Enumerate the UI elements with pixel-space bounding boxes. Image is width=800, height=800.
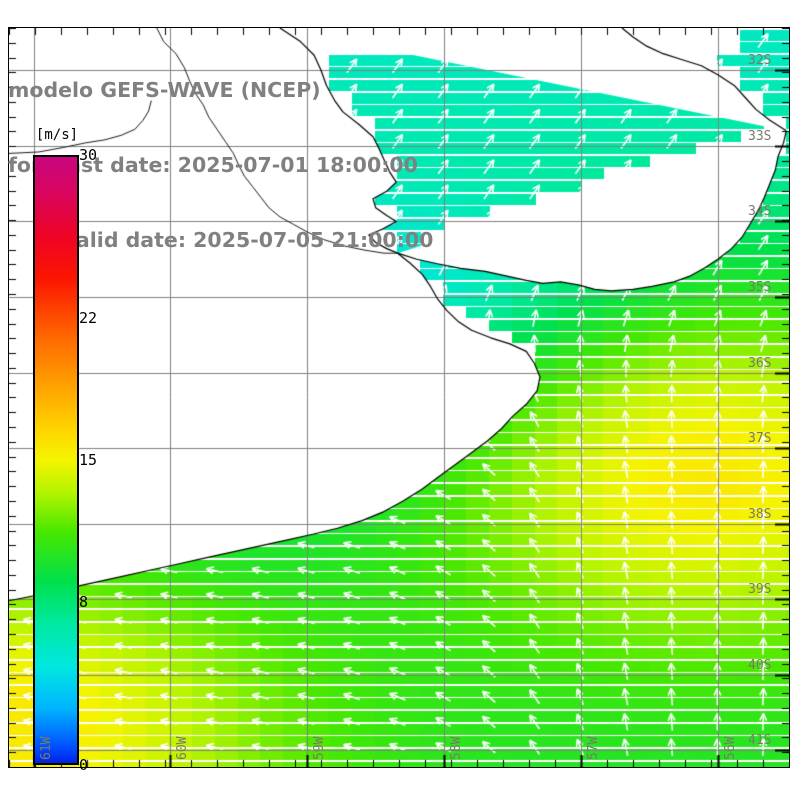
colorbar-tick-8: 8 <box>79 593 89 612</box>
lon-tick-61W: 61W <box>38 736 54 760</box>
lat-tick-35S: 35S <box>748 280 772 295</box>
colorbar-gradient <box>33 155 79 765</box>
lon-tick-58W: 58W <box>449 736 465 760</box>
lat-tick-36S: 36S <box>748 355 772 371</box>
map-plot-frame[interactable] <box>8 27 790 768</box>
lon-tick-56W: 56W <box>722 736 738 760</box>
colorbar-tick-22: 22 <box>79 308 98 327</box>
wind-speed-heatmap-canvas[interactable] <box>9 28 789 767</box>
colorbar-tick-0: 0 <box>79 756 89 774</box>
lat-tick-39S: 39S <box>748 582 772 598</box>
lat-tick-40S: 40S <box>748 657 772 673</box>
colorbar-tick-15: 15 <box>79 451 98 469</box>
lat-tick-37S: 37S <box>748 431 772 447</box>
lat-tick-38S: 38S <box>748 506 772 522</box>
lat-tick-41S: 41S <box>748 733 772 749</box>
lat-tick-33S: 33S <box>748 128 772 144</box>
colorbar-tick-30: 30 <box>79 146 98 164</box>
lon-tick-60W: 60W <box>175 736 191 760</box>
lat-tick-32S: 32S <box>748 53 772 69</box>
colorbar-legend: [m/s] <box>33 127 79 765</box>
colorbar-unit-label: [m/s] <box>35 127 79 143</box>
lon-tick-57W: 57W <box>586 736 601 760</box>
lat-tick-34S: 34S <box>748 204 772 220</box>
lon-tick-59W: 59W <box>312 736 328 760</box>
